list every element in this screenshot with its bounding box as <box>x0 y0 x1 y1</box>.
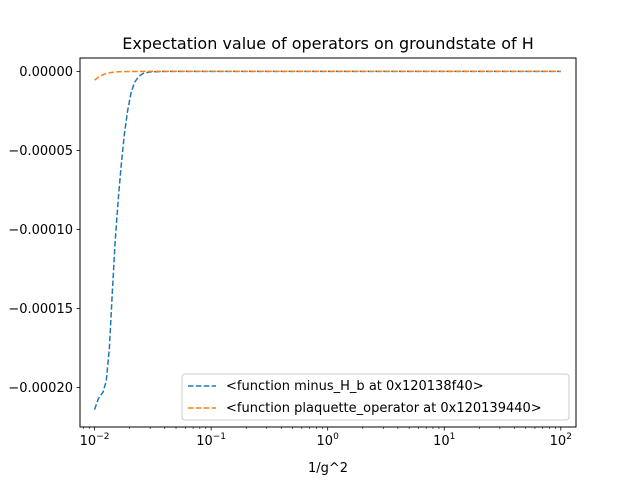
x-tick-label-4: 102 <box>550 432 572 449</box>
legend-box <box>181 373 570 421</box>
x-tick-label-0: 10−2 <box>80 432 110 449</box>
y-tick-label-3: −0.00015 <box>8 302 73 317</box>
legend-label-0: <function minus_H_b at 0x120138f40> <box>226 379 484 394</box>
legend: <function minus_H_b at 0x120138f40> <fun… <box>181 373 570 421</box>
y-tick-label-1: −0.00005 <box>8 144 73 159</box>
x-axis: 10−2 10−1 100 101 102 <box>80 427 572 449</box>
y-axis: 0.00000 −0.00005 −0.00010 −0.00015 −0.00020 <box>8 65 80 396</box>
legend-label-1: <function plaquette_operator at 0x120139… <box>226 401 542 416</box>
x-tick-label-1: 10−1 <box>196 432 226 449</box>
chart-title: Expectation value of operators on ground… <box>122 34 534 53</box>
series-line-1 <box>94 70 561 81</box>
series-layer <box>93 70 561 410</box>
x-axis-label: 1/g^2 <box>308 461 348 476</box>
x-tick-label-2: 100 <box>317 432 340 449</box>
x-tick-label-3: 101 <box>433 432 455 449</box>
y-tick-label-4: −0.00020 <box>8 381 73 396</box>
y-tick-label-0: 0.00000 <box>19 65 73 80</box>
y-tick-label-2: −0.00010 <box>8 223 73 238</box>
